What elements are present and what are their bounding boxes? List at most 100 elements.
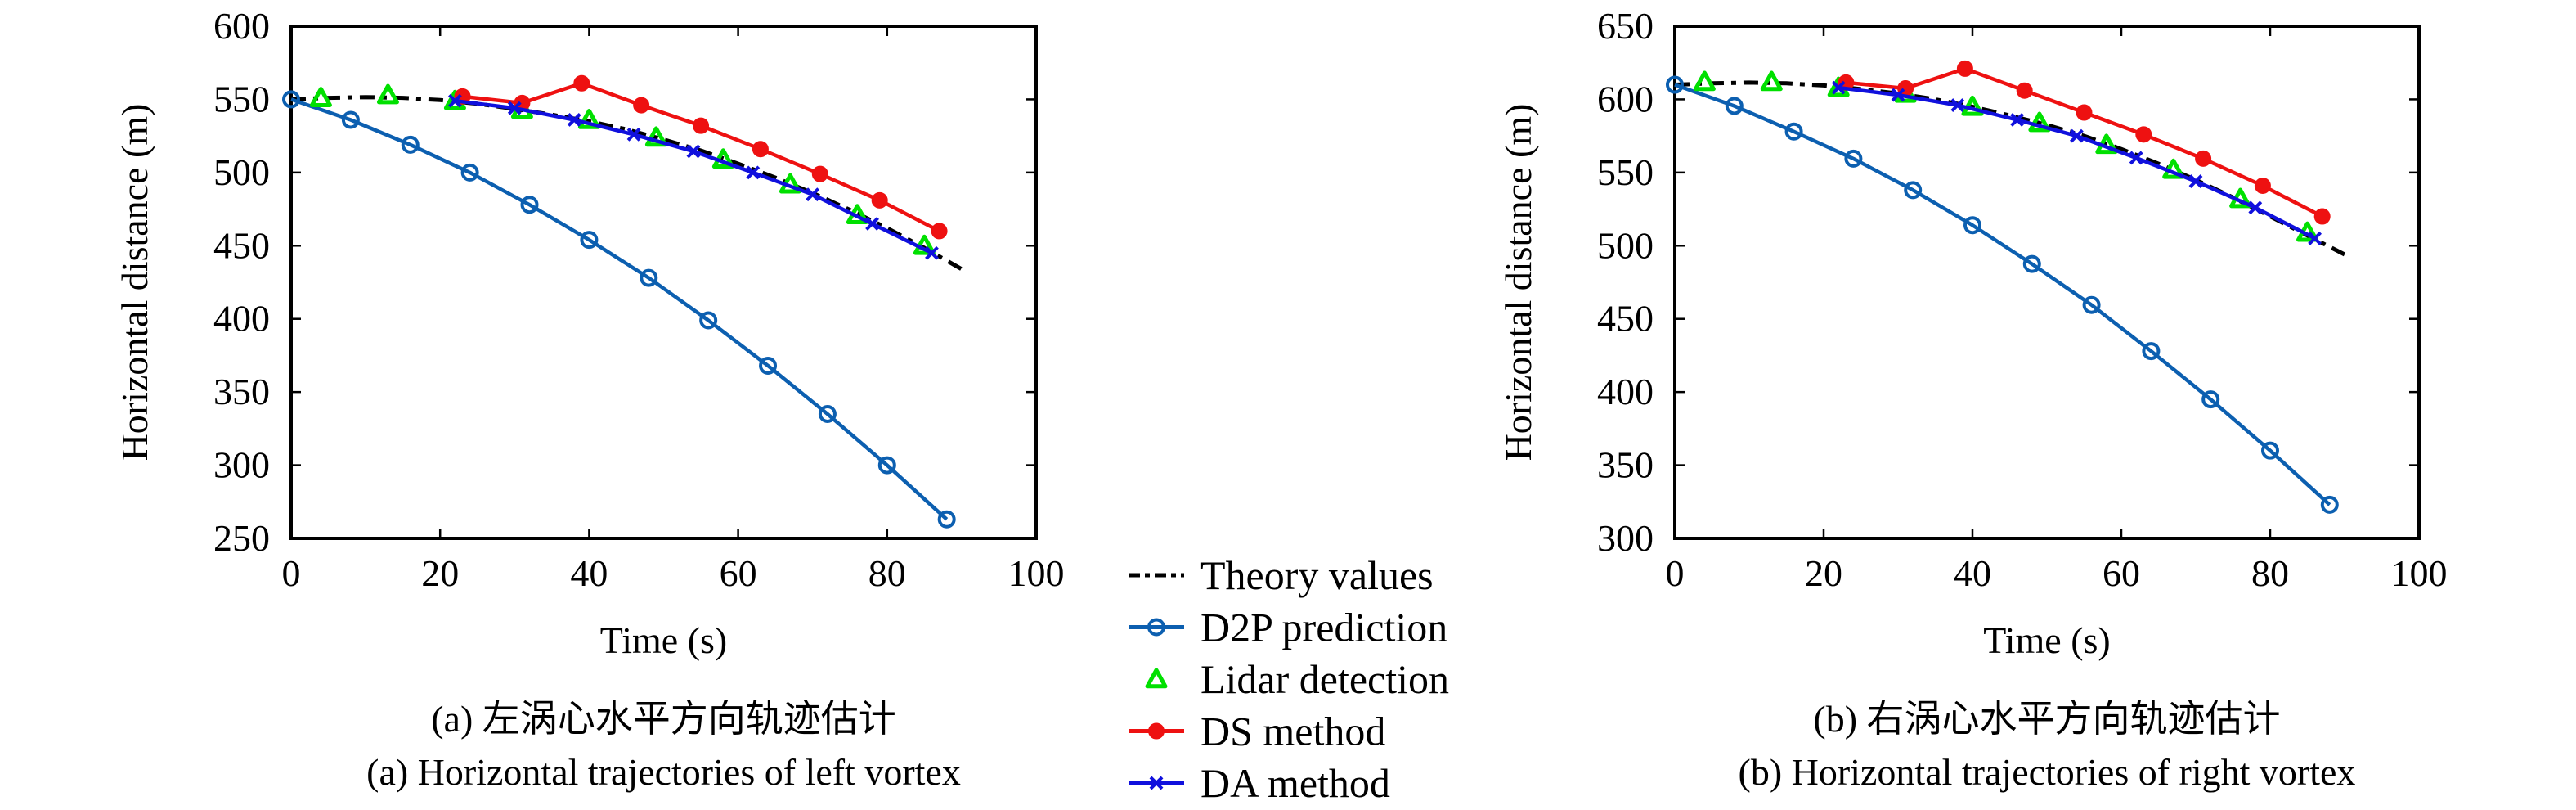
legend-entry: Lidar detection — [1145, 656, 1449, 702]
data-point — [1950, 98, 1965, 112]
x-tick-label: 0 — [282, 552, 301, 594]
data-point — [282, 90, 300, 109]
x-tick-label: 20 — [1805, 552, 1842, 594]
series-line — [290, 95, 963, 272]
data-point — [752, 141, 769, 158]
y-tick-label: 500 — [1597, 224, 1654, 266]
x-tick-label: 40 — [570, 552, 608, 594]
data-point — [2188, 174, 2203, 189]
right-vortex-panel: 0 20 40 60 80 100 300 350 400 450 500 550 600 650 Time… — [1497, 5, 2448, 793]
data-point — [2028, 111, 2051, 133]
legend-marker-icon — [1147, 618, 1165, 637]
data-point — [460, 163, 479, 182]
legend-label: D2P prediction — [1200, 605, 1447, 650]
data-point — [806, 187, 820, 202]
data-point — [1956, 60, 1973, 77]
series-d2p-prediction — [1666, 75, 2339, 514]
data-point — [567, 113, 581, 127]
data-point — [1831, 80, 1846, 95]
left-vortex-panel: 0 20 40 60 80 100 250 300 350 400 450 500 550 600 Time… — [114, 5, 1065, 793]
data-point — [2010, 113, 2025, 127]
y-tick-label: 250 — [213, 517, 270, 559]
y-tick-label: 550 — [213, 78, 270, 119]
x-tick-label: 0 — [1666, 552, 1685, 594]
data-point — [2162, 158, 2185, 179]
legend-label: DA method — [1200, 760, 1390, 806]
series-line — [290, 97, 949, 521]
data-point — [1666, 75, 1684, 94]
data-point — [877, 456, 896, 475]
x-tick-label: 20 — [421, 552, 459, 594]
y-tick-label: 450 — [213, 224, 270, 266]
legend-marker-icon — [1149, 776, 1164, 790]
data-point — [633, 97, 650, 114]
data-point — [1760, 70, 1783, 92]
y-tick-label: 450 — [1597, 298, 1654, 340]
data-point — [2016, 82, 2033, 99]
y-tick-label: 650 — [1597, 5, 1654, 47]
data-point — [1844, 149, 1863, 168]
data-point — [2195, 150, 2212, 167]
data-point — [2069, 128, 2084, 143]
data-point — [573, 74, 590, 92]
y-tick-label: 600 — [1597, 78, 1654, 119]
series-ds-method — [454, 74, 948, 240]
data-point — [448, 93, 462, 108]
y-tick-label: 300 — [213, 444, 270, 486]
data-point — [309, 87, 332, 107]
data-point — [577, 108, 600, 129]
legend-entry: Theory values — [1129, 552, 1434, 598]
x-tick-label: 80 — [868, 552, 906, 594]
series-line — [1674, 80, 2346, 257]
data-point — [746, 165, 761, 180]
data-point — [1693, 70, 1716, 92]
y-tick-label: 350 — [213, 371, 270, 412]
data-point — [2320, 495, 2339, 514]
y-axis-title: Horizontal distance (m) — [114, 104, 155, 461]
legend-label: Lidar detection — [1200, 656, 1449, 702]
data-point — [2082, 295, 2101, 314]
data-point — [401, 135, 420, 154]
data-point — [520, 196, 539, 214]
x-tick-label: 60 — [720, 552, 757, 594]
series-lidar-detection — [309, 83, 936, 255]
axes-frame — [1673, 25, 2421, 540]
data-point — [640, 268, 658, 287]
x-tick-label: 100 — [2391, 552, 2448, 594]
x-tick-label: 40 — [1954, 552, 1991, 594]
data-point — [2135, 126, 2152, 143]
y-tick-label: 600 — [213, 5, 270, 47]
data-point — [644, 126, 667, 147]
data-point — [580, 231, 599, 250]
x-axis-title: Time (s) — [1983, 619, 2111, 661]
x-axis-title: Time (s) — [600, 619, 728, 661]
data-point — [818, 404, 837, 423]
series-line — [1674, 83, 2331, 506]
data-point — [686, 144, 701, 159]
legend-entry: D2P prediction — [1129, 605, 1447, 650]
series-d2p-prediction — [282, 90, 956, 529]
y-tick-label: 500 — [213, 151, 270, 193]
caption-english: (b) Horizontal trajectories of right vor… — [1739, 751, 2356, 793]
data-point — [341, 110, 360, 129]
data-point — [1725, 97, 1744, 115]
legend-entry: DS method — [1129, 709, 1385, 754]
data-point — [2076, 104, 2093, 121]
data-point — [2129, 151, 2143, 165]
data-point — [376, 83, 399, 105]
series-lidar-detection — [1693, 70, 2318, 242]
data-point — [693, 117, 710, 134]
x-tick-label: 80 — [2251, 552, 2289, 594]
data-point — [1784, 122, 1803, 141]
caption-chinese: (a) 左涡心水平方向轨迹估计 — [431, 698, 896, 740]
data-point — [1904, 181, 1923, 200]
x-tick-label: 100 — [1008, 552, 1065, 594]
legend-marker-icon — [1148, 722, 1165, 740]
data-point — [913, 234, 936, 255]
caption-chinese: (b) 右涡心水平方向轨迹估计 — [1813, 698, 2280, 740]
data-point — [759, 356, 778, 375]
data-point — [1963, 216, 1981, 235]
y-tick-label: 350 — [1597, 444, 1654, 486]
axes-frame — [289, 25, 1038, 540]
